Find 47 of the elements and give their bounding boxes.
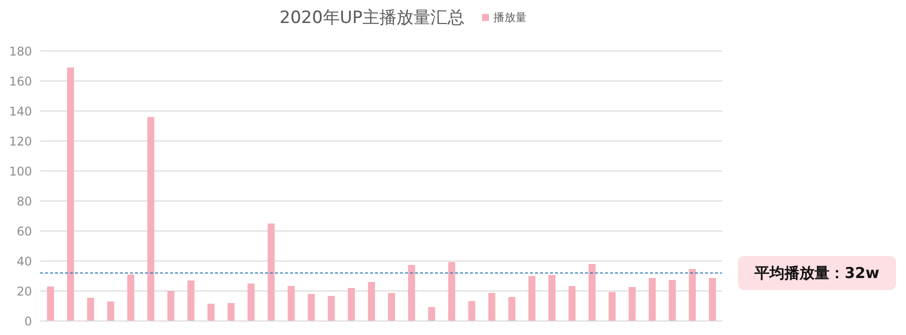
bar — [328, 296, 335, 321]
bar — [228, 303, 235, 321]
bar — [87, 298, 94, 321]
y-tick-label: 80 — [16, 194, 32, 208]
bar — [288, 286, 295, 321]
y-tick-label: 140 — [9, 104, 32, 118]
ref-line-label: 平均播放量：32w — [754, 264, 880, 282]
bar — [508, 297, 516, 321]
bar — [588, 264, 596, 321]
y-tick-label: 100 — [9, 164, 32, 178]
bar — [408, 265, 416, 321]
bar — [388, 292, 395, 321]
bar — [488, 292, 496, 321]
y-tick-label: 0 — [24, 314, 32, 328]
bar — [268, 224, 275, 321]
bar — [167, 291, 174, 321]
y-tick-label: 40 — [16, 254, 32, 268]
bar — [668, 280, 676, 321]
bar — [688, 268, 696, 321]
bar — [528, 276, 536, 321]
bar — [448, 262, 456, 321]
chart-title: 2020年UP主播放量汇总 — [280, 7, 464, 29]
bar — [428, 307, 436, 321]
y-tick-label: 180 — [9, 44, 32, 58]
y-tick-label: 120 — [9, 134, 32, 148]
bar — [608, 292, 616, 321]
bar — [147, 117, 154, 321]
bar — [207, 304, 214, 321]
legend-label: 播放量 — [492, 10, 526, 25]
bar — [67, 68, 74, 321]
bar — [187, 280, 194, 321]
bar — [708, 278, 716, 321]
bar — [628, 286, 636, 321]
y-tick-label: 160 — [9, 74, 32, 88]
y-tick-label: 20 — [16, 284, 32, 298]
bar — [468, 301, 476, 321]
y-tick-label: 60 — [16, 224, 32, 238]
bar — [348, 288, 355, 321]
bar — [248, 284, 255, 321]
bar — [648, 278, 656, 321]
bar — [568, 286, 576, 321]
bar — [548, 274, 556, 321]
bar — [308, 294, 315, 321]
bar — [47, 286, 54, 321]
bar — [107, 302, 114, 321]
bar — [368, 282, 375, 321]
bar — [127, 274, 134, 321]
